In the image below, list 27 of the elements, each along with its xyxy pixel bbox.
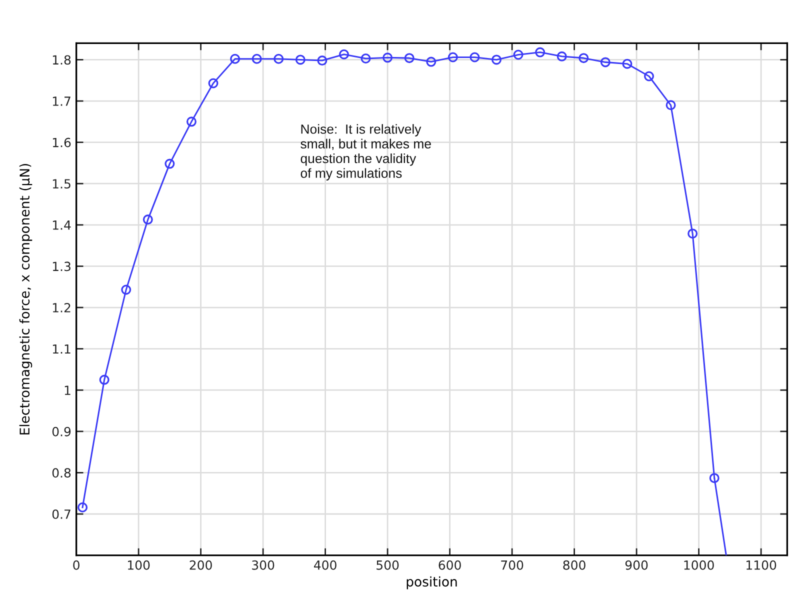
y-tick-label: 1 [64, 386, 70, 395]
y-tick-label: 1.2 [52, 302, 70, 312]
x-tick-label: 600 [438, 560, 461, 570]
annotation: Noise: It is relatively small, but it makes me question the validity of my simulations [300, 124, 431, 180]
y-tick-label: 1.1 [52, 344, 70, 354]
x-tick-label: 100 [128, 560, 150, 570]
y-tick-label: 0.9 [52, 426, 71, 436]
x-tick-label: 1100 [746, 560, 776, 570]
x-tick-label: 0 [73, 560, 80, 570]
x-tick-label: 900 [625, 560, 648, 570]
x-tick-label: 800 [563, 560, 586, 570]
x-tick-label: 500 [376, 560, 399, 570]
y-tick-label: 0.8 [52, 468, 71, 478]
x-tick-label: 200 [190, 560, 212, 570]
x-tick-label: 400 [314, 560, 336, 570]
y-tick-label: 1.6 [52, 138, 71, 148]
y-axis-title: Electromagnetic force, x component (µN) [19, 164, 32, 434]
x-tick-label: 700 [501, 560, 524, 570]
y-tick-label: 1.8 [52, 55, 71, 65]
x-axis-title: position [406, 576, 457, 590]
x-tick-label: 1000 [684, 560, 714, 570]
y-tick-label: 1.4 [52, 220, 71, 230]
y-tick-label: 0.7 [52, 509, 70, 519]
x-tick-label: 300 [252, 560, 274, 570]
y-tick-label: 1.3 [52, 262, 70, 272]
y-tick-label: 1.7 [52, 96, 70, 106]
y-tick-label: 1.5 [52, 179, 70, 189]
